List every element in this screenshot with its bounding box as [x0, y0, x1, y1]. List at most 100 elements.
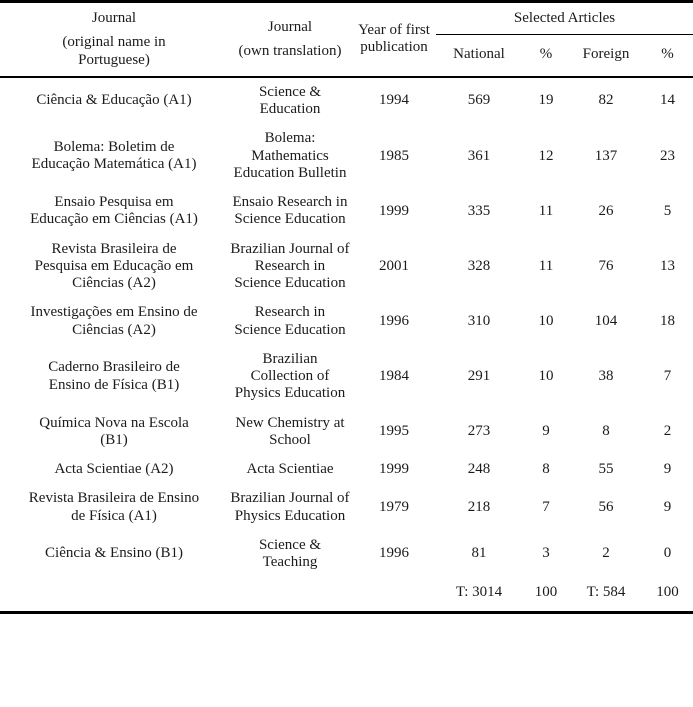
journal-en-cell: Brazilian Journal of Research in Science… — [230, 240, 350, 292]
journal-pt-cell: Caderno Brasileiro de Ensino de Física (… — [48, 359, 180, 393]
national-cell: 335 — [467, 202, 491, 219]
national-pct-cell: 10 — [538, 368, 554, 384]
table-row: Caderno Brasileiro de Ensino de Física (… — [0, 345, 693, 409]
table-row: Acta Scientiae (A2) Acta Scientiae 1999 … — [0, 455, 693, 484]
table-body: Ciência & Educação (A1) Science & Educat… — [0, 77, 693, 578]
header-journal-pt-title: Journal — [91, 10, 137, 26]
national-pct-cell: 11 — [538, 257, 554, 274]
journal-pt-cell: Ensaio Pesquisa em Educação em Ciências … — [30, 194, 198, 228]
foreign-cell: 26 — [598, 202, 614, 219]
year-cell: 1999 — [379, 461, 409, 477]
year-cell: 1996 — [379, 545, 409, 562]
foreign-pct-cell: 0 — [663, 545, 672, 562]
national-cell: 81 — [471, 545, 487, 562]
foreign-cell: 2 — [602, 545, 610, 562]
foreign-pct-cell: 13 — [660, 257, 676, 274]
national-pct-cell: 11 — [538, 202, 554, 219]
journal-en-cell: Research in Science Education — [234, 304, 346, 338]
journal-en-cell: New Chemistry at School — [235, 414, 345, 448]
foreign-pct-cell: 9 — [663, 461, 672, 477]
year-cell: 1984 — [379, 368, 409, 384]
totals-national-pct: 100 — [534, 584, 558, 601]
header-journal-pt: Journal (original name in Portuguese) — [0, 1, 228, 78]
national-cell: 569 — [467, 92, 491, 109]
national-cell: 291 — [467, 368, 491, 384]
foreign-cell: 38 — [598, 368, 614, 384]
header-foreign-pct: % — [642, 34, 693, 78]
journal-pt-cell: Ciência & Educação (A1) — [36, 92, 192, 109]
totals-row: T: 3014 100 T: 584 100 — [0, 577, 693, 612]
totals-foreign-pct: 100 — [656, 584, 679, 601]
totals-empty-pt — [0, 577, 228, 612]
header-journal-en-title: Journal — [267, 18, 313, 35]
table-row: Ciência & Ensino (B1) Science & Teaching… — [0, 531, 693, 578]
table-row: Ensaio Pesquisa em Educação em Ciências … — [0, 188, 693, 235]
national-pct-cell: 7 — [542, 498, 550, 515]
foreign-cell: 55 — [598, 461, 614, 477]
national-pct-cell: 9 — [542, 423, 550, 440]
journal-pt-cell: Química Nova na Escola (B1) — [39, 414, 189, 448]
journal-en-cell: Science & Education — [258, 83, 322, 117]
journal-en-cell: Science & Teaching — [258, 536, 322, 570]
table-row: Ciência & Educação (A1) Science & Educat… — [0, 77, 693, 125]
header-foreign: Foreign — [570, 34, 642, 78]
totals-empty-en — [228, 577, 352, 612]
table-row: Química Nova na Escola (B1) New Chemistr… — [0, 409, 693, 456]
foreign-cell: 8 — [602, 423, 610, 440]
totals-national: T: 3014 — [455, 584, 503, 601]
journals-table: Journal (original name in Portuguese) Jo… — [0, 0, 693, 614]
header-national: National — [436, 34, 522, 78]
national-pct-cell: 12 — [538, 147, 554, 164]
national-cell: 361 — [467, 147, 491, 164]
journal-en-cell: Ensaio Research in Science Education — [232, 194, 348, 228]
table-row: Investigações em Ensino de Ciências (A2)… — [0, 298, 693, 345]
journal-en-cell: Acta Scientiae — [246, 461, 334, 477]
year-cell: 1985 — [379, 147, 409, 164]
foreign-cell: 137 — [594, 147, 618, 164]
year-cell: 1979 — [379, 498, 409, 515]
foreign-pct-cell: 18 — [660, 312, 676, 329]
year-cell: 2001 — [379, 257, 409, 274]
journal-pt-cell: Revista Brasileira de Pesquisa em Educaç… — [34, 240, 194, 292]
journal-en-cell: Brazilian Collection of Physics Educatio… — [234, 350, 346, 402]
table-row: Revista Brasileira de Pesquisa em Educaç… — [0, 235, 693, 299]
national-cell: 310 — [467, 312, 491, 329]
national-pct-cell: 10 — [538, 312, 554, 329]
header-journal-en: Journal (own translation) — [228, 1, 352, 78]
table-row: Revista Brasileira de Ensino de Física (… — [0, 484, 693, 531]
foreign-cell: 56 — [598, 498, 614, 515]
foreign-pct-cell: 7 — [663, 368, 672, 384]
foreign-cell: 104 — [594, 312, 618, 329]
foreign-cell: 82 — [598, 92, 614, 109]
foreign-cell: 76 — [598, 257, 614, 274]
national-cell: 273 — [467, 423, 491, 440]
table-footer: T: 3014 100 T: 584 100 — [0, 577, 693, 612]
national-pct-cell: 3 — [542, 545, 550, 562]
foreign-pct-cell: 5 — [663, 202, 672, 219]
national-cell: 218 — [467, 498, 491, 515]
foreign-pct-cell: 23 — [660, 147, 676, 164]
journal-pt-cell: Acta Scientiae (A2) — [54, 461, 174, 477]
national-cell: 328 — [467, 257, 491, 274]
journal-pt-cell: Investigações em Ensino de Ciências (A2) — [30, 304, 198, 338]
journal-en-cell: Brazilian Journal of Physics Education — [230, 490, 350, 524]
table-header: Journal (original name in Portuguese) Jo… — [0, 1, 693, 78]
year-cell: 1999 — [379, 202, 409, 219]
journal-en-cell: Bolema: Mathematics Education Bulletin — [233, 130, 347, 181]
header-year: Year of first publication — [352, 1, 436, 78]
table-row: Bolema: Boletim de Educação Matemática (… — [0, 124, 693, 188]
national-pct-cell: 8 — [542, 461, 550, 477]
journal-pt-cell: Ciência & Ensino (B1) — [45, 545, 183, 562]
header-national-pct: % — [522, 34, 570, 78]
header-selected-articles-group: Selected Articles — [436, 1, 693, 35]
foreign-pct-cell: 14 — [660, 92, 676, 109]
header-journal-pt-sub: (original name in Portuguese) — [62, 34, 166, 68]
year-cell: 1995 — [379, 423, 409, 440]
foreign-pct-cell: 9 — [663, 498, 672, 515]
totals-foreign: T: 584 — [586, 584, 626, 601]
foreign-pct-cell: 2 — [663, 423, 672, 440]
national-pct-cell: 19 — [538, 92, 554, 109]
journal-pt-cell: Bolema: Boletim de Educação Matemática (… — [31, 138, 197, 173]
national-cell: 248 — [467, 461, 491, 477]
header-journal-en-sub: (own translation) — [238, 42, 342, 59]
